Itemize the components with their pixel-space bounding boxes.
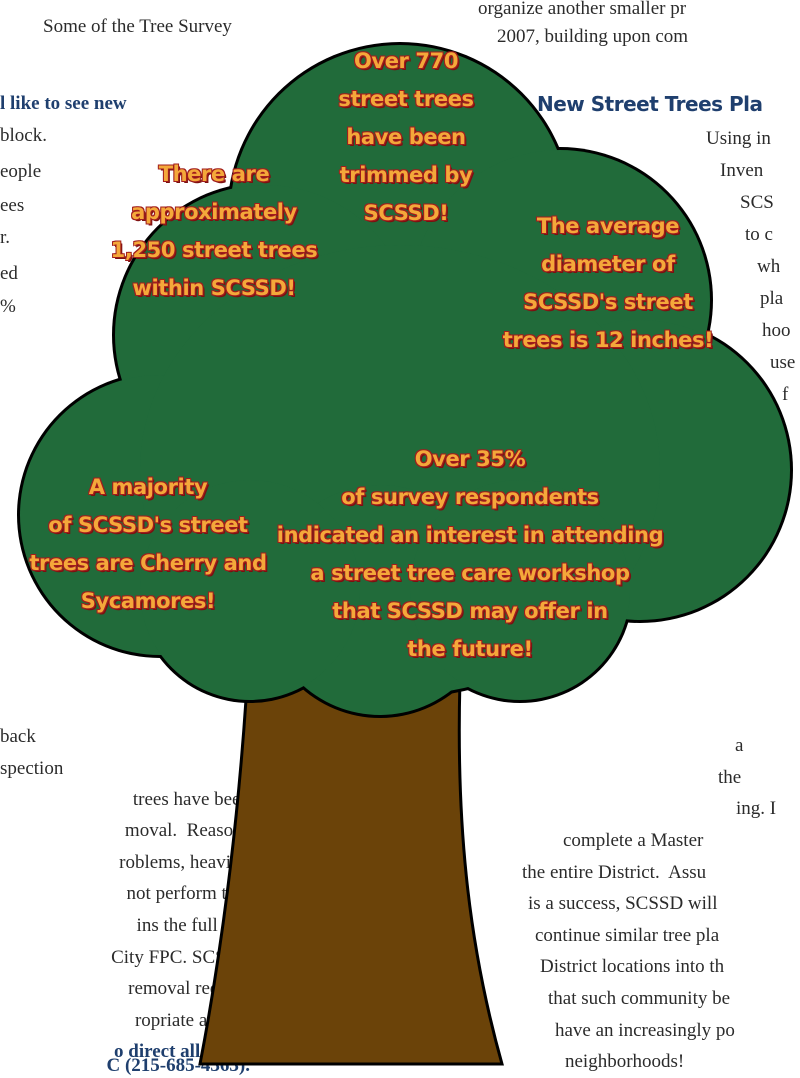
fact-line: of survey respondents bbox=[277, 478, 663, 516]
fact-line: indicated an interest in attending bbox=[277, 516, 663, 554]
fact-line: a street tree care workshop bbox=[277, 554, 663, 592]
fact-line: SCSSD's street bbox=[503, 283, 714, 321]
fact-line: have been bbox=[338, 118, 473, 156]
fact-line: There are bbox=[111, 155, 318, 193]
fact-line: trees is 12 inches! bbox=[503, 321, 714, 359]
fact-line: within SCSSD! bbox=[111, 269, 318, 307]
fact-line: The average bbox=[503, 207, 714, 245]
fact-line: street trees bbox=[338, 80, 473, 118]
fact-line: Sycamores! bbox=[29, 582, 266, 620]
fact-line: of SCSSD's street bbox=[29, 506, 266, 544]
fact-line: Over 770 bbox=[338, 42, 473, 80]
fact-line: 1,250 street trees bbox=[111, 231, 318, 269]
newsletter-page: Some of the Tree Surveyl like to see new… bbox=[0, 0, 800, 1078]
fact-line: Over 35% bbox=[277, 440, 663, 478]
fact-line: A majority bbox=[29, 468, 266, 506]
fact-line: SCSSD! bbox=[338, 194, 473, 232]
fact-line: that SCSSD may offer in bbox=[277, 592, 663, 630]
fact-line: trees are Cherry and bbox=[29, 544, 266, 582]
fact-line: approximately bbox=[111, 193, 318, 231]
fact-line: the future! bbox=[277, 630, 663, 668]
fact-line: trimmed by bbox=[338, 156, 473, 194]
fact-line: diameter of bbox=[503, 245, 714, 283]
